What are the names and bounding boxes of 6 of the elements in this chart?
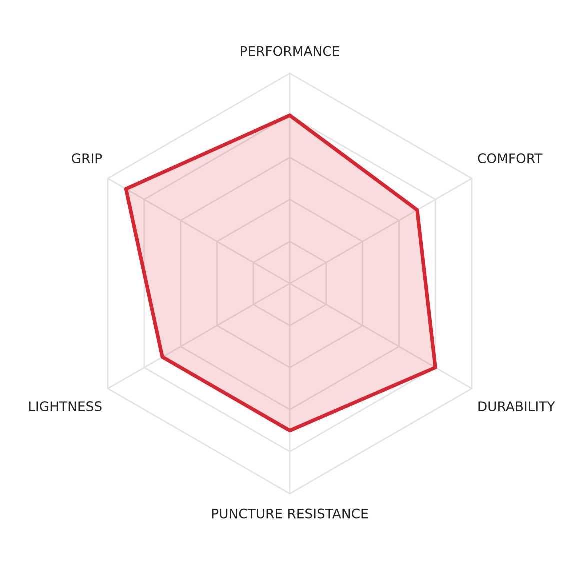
spoke-label: GRIP [72, 154, 102, 164]
spoke-label: LIGHTNESS [29, 402, 102, 412]
spoke-label: COMFORT [478, 154, 543, 164]
spoke-label: DURABILITY [478, 402, 556, 412]
spoke-label: PUNCTURE RESISTANCE [212, 508, 368, 519]
spoke-label: PERFORMANCE [241, 46, 340, 56]
